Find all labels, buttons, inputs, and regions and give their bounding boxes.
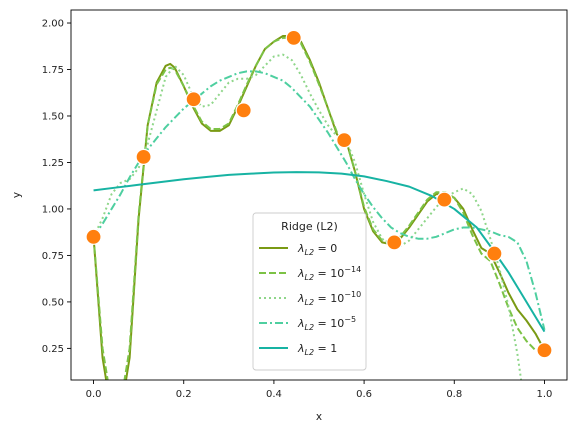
- legend: Ridge (L2) λL2 = 0 λL2 = 10−14 λL2 = 10−10…: [252, 212, 367, 371]
- x-tick-label: 0.8: [446, 389, 462, 400]
- y-tick-label: 2.00: [42, 19, 64, 30]
- data-point: [185, 91, 202, 108]
- series-line-1: [92, 36, 545, 380]
- data-point: [235, 102, 252, 119]
- y-axis: 0.25 0.50 0.75 1.00 1.25 1.50 1.75 2.00: [42, 19, 71, 355]
- legend-box: [252, 212, 367, 371]
- x-tick-label: 0.6: [356, 389, 372, 400]
- points-layer: [85, 29, 553, 359]
- data-point: [536, 342, 553, 359]
- y-tick-label: 0.75: [42, 251, 64, 262]
- x-axis: 0.0 0.2 0.4 0.6 0.8 1.0: [86, 380, 553, 400]
- legend-label: λL2 = 10−5: [297, 315, 356, 332]
- data-point: [386, 234, 403, 251]
- data-point: [285, 29, 302, 46]
- x-tick-label: 0.2: [176, 389, 192, 400]
- plot-frame: [70, 9, 568, 381]
- y-tick-label: 1.00: [42, 204, 64, 215]
- y-tick-label: 0.50: [42, 297, 64, 308]
- data-point: [436, 191, 453, 208]
- y-tick-label: 0.25: [42, 344, 64, 355]
- x-axis-label: x: [316, 411, 322, 423]
- data-point: [336, 132, 353, 149]
- series-line-4: [93, 171, 546, 333]
- legend-label: λL2 = 1: [297, 342, 337, 357]
- data-point: [486, 245, 503, 262]
- x-tick-label: 0.4: [266, 389, 282, 400]
- y-tick-label: 1.25: [42, 158, 64, 169]
- legend-entries: λL2 = 0 λL2 = 10−14 λL2 = 10−10 λL2 = 10−5 λ…: [259, 242, 361, 357]
- data-point: [135, 148, 152, 165]
- series-layer: [92, 35, 546, 380]
- legend-label: λL2 = 0: [297, 242, 337, 257]
- legend-label: λL2 = 10−14: [297, 265, 361, 282]
- x-tick-label: 1.0: [537, 389, 553, 400]
- series-line-3: [92, 70, 546, 331]
- series-line-2: [92, 53, 523, 380]
- y-tick-label: 1.75: [42, 65, 64, 76]
- y-tick-label: 1.50: [42, 111, 64, 122]
- legend-label: λL2 = 10−10: [297, 290, 361, 307]
- y-axis-label: y: [11, 192, 23, 198]
- data-point: [85, 228, 102, 245]
- legend-title: Ridge (L2): [281, 220, 338, 233]
- x-tick-label: 0.0: [86, 389, 102, 400]
